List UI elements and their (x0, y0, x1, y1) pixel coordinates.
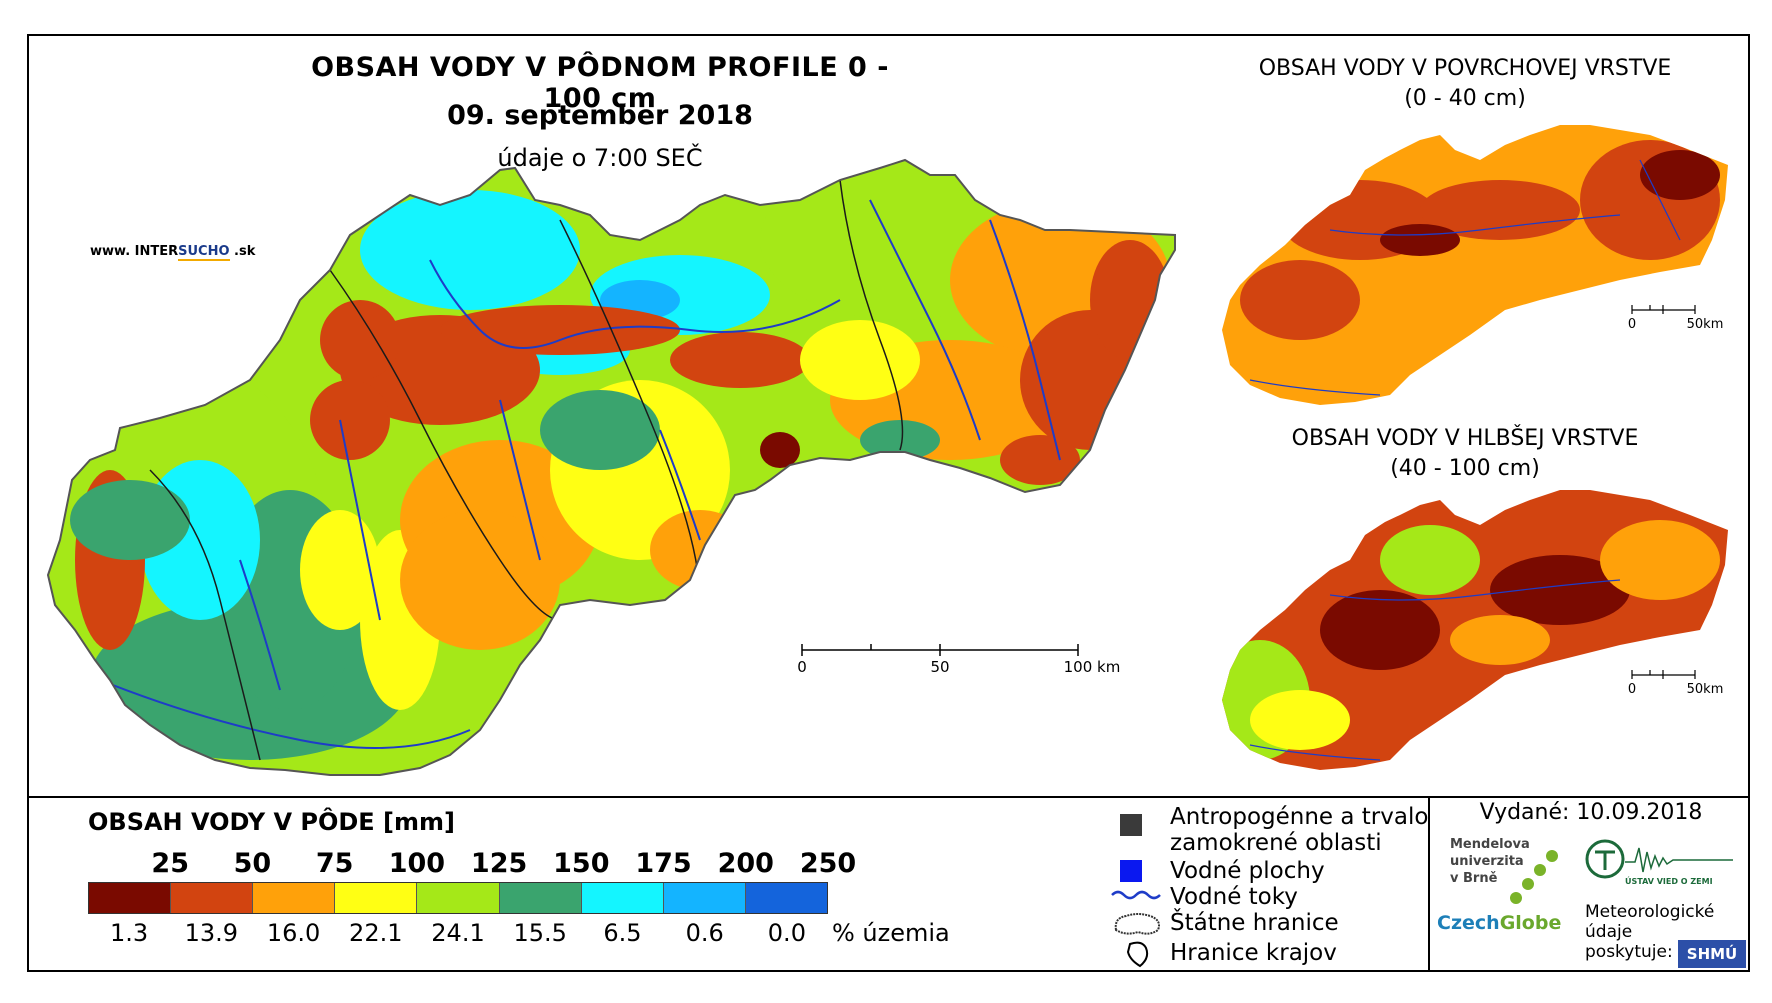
percent-label: 1.3 (110, 919, 149, 947)
legend-swatch-4 (417, 883, 500, 913)
surface-scale-0: 0 (1628, 317, 1636, 332)
legend-swatch-0 (89, 883, 172, 913)
anthropogenic-label-1: Antropogénne a trvalo (1170, 804, 1429, 830)
percent-label: 0.6 (685, 919, 724, 947)
legend-swatch-5 (499, 883, 582, 913)
time-note: údaje o 7:00 SEČ (497, 144, 703, 172)
legend-swatch-2 (253, 883, 336, 913)
water-area-swatch (1120, 860, 1142, 882)
regions-label: Hranice krajov (1170, 940, 1337, 966)
threshold-label: 75 (315, 848, 354, 879)
percent-label: 16.0 (266, 919, 321, 947)
ustav-label: ÚSTAV VIED O ZEMI (1625, 877, 1713, 886)
deep-map-title: OBSAH VODY V HLBŠEJ VRSTVE (40 - 100 cm) (1291, 426, 1639, 481)
czechglobe-logo: CzechGlobe (1437, 912, 1562, 934)
water-areas-label: Vodné plochy (1170, 858, 1325, 884)
mendel-dots-icon (1510, 850, 1558, 904)
state-border-icon (1114, 913, 1160, 935)
legend-swatch-8 (745, 883, 827, 913)
stream-line-icon (1111, 890, 1161, 900)
meteo-credit: Meteorologické údaje poskytuje: (1585, 902, 1715, 962)
legend-color-bar (88, 882, 828, 914)
issued-date: Vydané: 10.09.2018 (1479, 800, 1703, 825)
surface-scale-50: 50km (1687, 317, 1724, 332)
legend-swatch-6 (581, 883, 664, 913)
surface-layer-map (1222, 125, 1728, 405)
scale-label-0: 0 (797, 658, 807, 676)
threshold-label: 250 (799, 848, 857, 879)
percent-label: 13.9 (184, 919, 239, 947)
legend-title: OBSAH VODY V PÔDE [mm] (88, 808, 456, 836)
deep-scale-50: 50km (1687, 682, 1724, 697)
percent-label: 15.5 (513, 919, 567, 947)
streams-label: Vodné toky (1170, 884, 1298, 910)
main-scale-bar (801, 644, 1079, 656)
surface-scale-bar (1631, 305, 1696, 314)
deep-layer-map (1222, 490, 1728, 770)
map-frame (27, 34, 1750, 972)
ustav-logo-icon (1585, 839, 1733, 879)
deep-scale-bar (1631, 670, 1696, 679)
percent-label: 6.5 (603, 919, 642, 947)
scale-label-100: 100 km (1064, 658, 1121, 676)
map-date: 09. september 2018 (447, 100, 753, 131)
legend-swatch-1 (171, 883, 254, 913)
threshold-label: 150 (553, 848, 610, 879)
threshold-label: 125 (470, 848, 528, 879)
threshold-label: 175 (635, 848, 692, 879)
deep-scale-0: 0 (1628, 682, 1636, 697)
anthropogenic-swatch (1120, 814, 1142, 836)
region-border-icon (1126, 941, 1149, 968)
threshold-label: 25 (151, 848, 190, 879)
percent-unit-label: % územia (832, 919, 950, 947)
surface-map-title: OBSAH VODY V POVRCHOVEJ VRSTVE (0 - 40 c… (1258, 56, 1672, 111)
anthropogenic-label-2: zamokrené oblasti (1170, 830, 1382, 856)
legend-swatch-3 (335, 883, 418, 913)
legend-percentages: 1.3 13.9 16.0 22.1 24.1 15.5 6.5 0.6 0.0 (88, 919, 988, 949)
shmu-logo: SHMÚ (1678, 940, 1746, 968)
percent-label: 22.1 (349, 919, 403, 947)
credits-divider (1428, 796, 1430, 972)
website-link[interactable]: www. INTERSUCHO .sk (90, 244, 256, 261)
legend-thresholds: 25 50 75 100 125 150 175 200 250 (88, 848, 856, 879)
mendel-university-logo: Mendelova univerzita v Brně (1450, 837, 1530, 886)
main-title: OBSAH VODY V PÔDNOM PROFILE 0 - 100 cm (311, 52, 889, 114)
borders-label: Štátne hranice (1170, 910, 1339, 936)
threshold-label: 100 (388, 848, 446, 879)
legend-swatch-7 (663, 883, 746, 913)
scale-label-50: 50 (930, 658, 949, 676)
percent-label: 0.0 (767, 919, 806, 947)
percent-label: 24.1 (431, 919, 485, 947)
threshold-label: 50 (233, 848, 272, 879)
legend-divider (27, 796, 1750, 798)
threshold-label: 200 (717, 848, 774, 879)
